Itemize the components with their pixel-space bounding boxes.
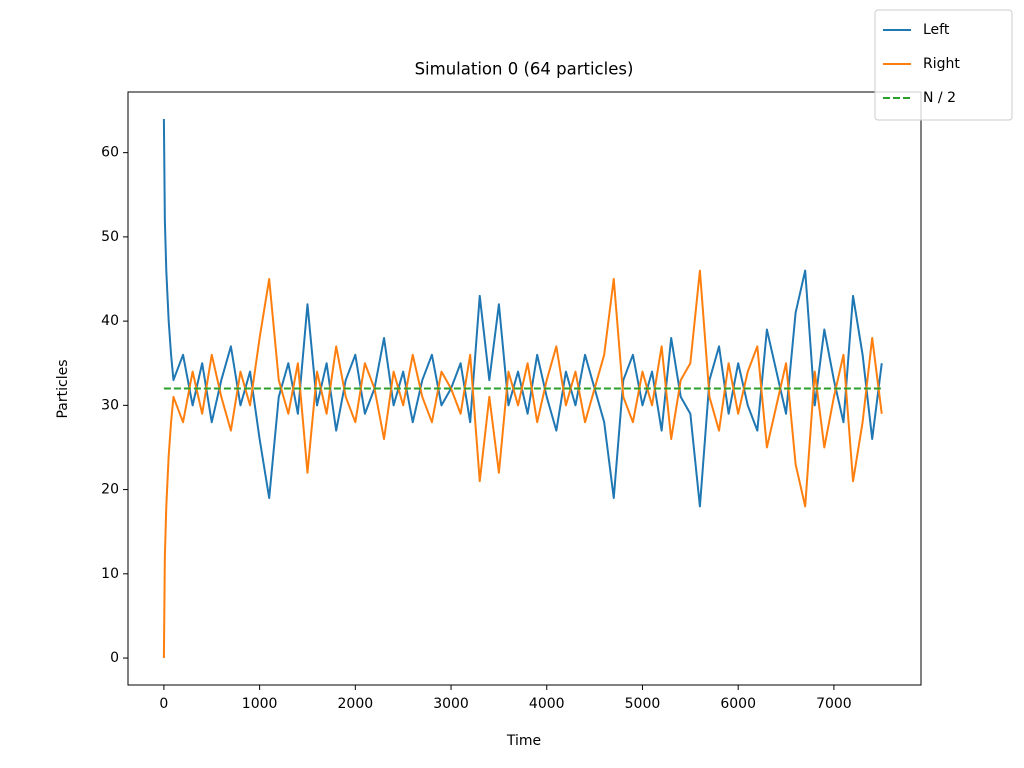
- x-tick-label: 0: [159, 696, 168, 712]
- y-tick-label: 60: [101, 145, 119, 161]
- y-tick-label: 10: [101, 566, 119, 582]
- line-series: [162, 269, 883, 659]
- legend-label: N / 2: [923, 90, 956, 106]
- legend-box: [874, 9, 1013, 121]
- chart-title: Simulation 0 (64 particles): [415, 60, 634, 79]
- y-tick-label: 20: [101, 482, 119, 498]
- legend-label: Left: [923, 22, 950, 38]
- y-tick-label: 30: [101, 397, 119, 413]
- y-tick-label: 40: [101, 313, 119, 329]
- x-axis-label: Time: [506, 733, 541, 749]
- y-tick-label: 50: [101, 229, 119, 245]
- x-tick-label: 7000: [816, 696, 852, 712]
- x-tick-label: 2000: [338, 696, 374, 712]
- y-tick-label: 0: [110, 650, 119, 666]
- x-tick-label: 1000: [242, 696, 278, 712]
- x-tick-label: 6000: [720, 696, 756, 712]
- x-tick-label: 4000: [529, 696, 565, 712]
- x-tick-label: 3000: [433, 696, 469, 712]
- legend-label: Right: [923, 56, 960, 72]
- x-tick-label: 5000: [625, 696, 661, 712]
- line-series: [162, 118, 883, 508]
- y-axis-label: Particles: [55, 359, 71, 418]
- plot-frame: [127, 91, 922, 686]
